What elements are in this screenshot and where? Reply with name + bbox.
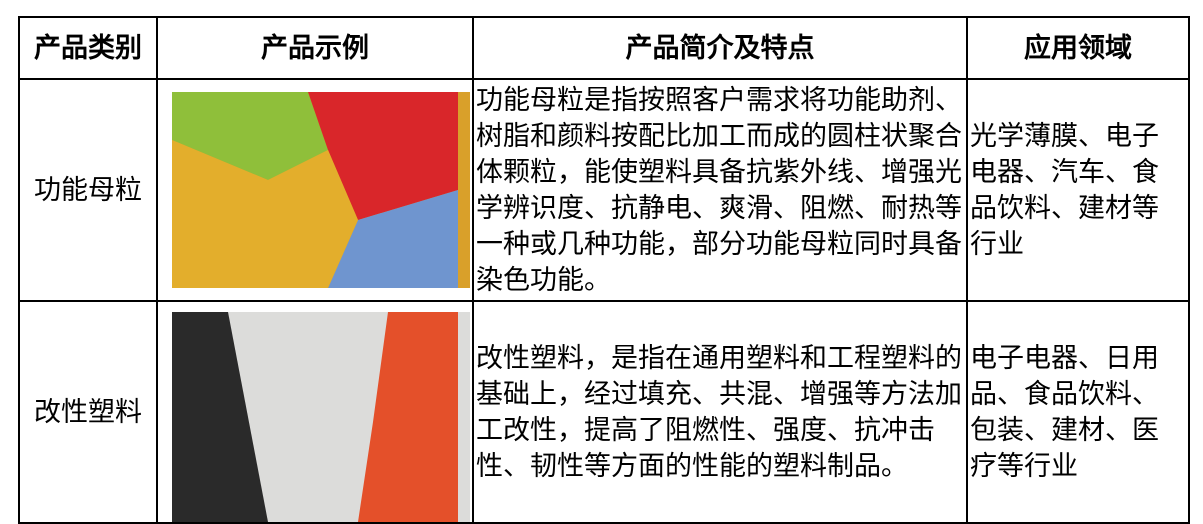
- image-shape: [328, 190, 458, 288]
- image-cell: [156, 78, 474, 302]
- image-shape: [172, 92, 328, 180]
- header-cell: 应用领域: [966, 16, 1190, 80]
- application-cell: 电子电器、日用品、食品饮料、包装、建材、医疗等行业: [966, 300, 1190, 524]
- image-shape: [358, 312, 458, 522]
- table-row: 功能母粒 功能母粒是指按照客户需求将功能助剂、树脂和颜料按配比加工而成的圆柱状聚…: [18, 78, 1190, 302]
- image-shape: [172, 140, 358, 288]
- table-row: 改性塑料 改性塑料，是指在通用塑料和工程塑料的基础上，经过填充、共混、增强等方法…: [18, 300, 1190, 524]
- description-cell: 功能母粒是指按照客户需求将功能助剂、树脂和颜料按配比加工而成的圆柱状聚合体颗粒，…: [472, 78, 968, 302]
- description-cell: 改性塑料，是指在通用塑料和工程塑料的基础上，经过填充、共混、增强等方法加工改性，…: [472, 300, 968, 524]
- header-cell: 产品类别: [18, 16, 158, 80]
- header-cell: 产品简介及特点: [472, 16, 968, 80]
- category-cell: 改性塑料: [18, 300, 158, 524]
- image-shape: [308, 92, 458, 220]
- image-cell: [156, 300, 474, 524]
- header-cell: 产品示例: [156, 16, 474, 80]
- header-row: 产品类别 产品示例 产品简介及特点 应用领域: [18, 16, 1190, 80]
- product-image: [172, 92, 470, 288]
- application-cell: 光学薄膜、电子电器、汽车、食品饮料、建材等行业: [966, 78, 1190, 302]
- category-cell: 功能母粒: [18, 78, 158, 302]
- image-shape: [172, 312, 268, 522]
- product-table: 产品类别 产品示例 产品简介及特点 应用领域 功能母粒 功能母粒是指按照客户需求…: [18, 16, 1190, 524]
- product-image: [172, 312, 470, 522]
